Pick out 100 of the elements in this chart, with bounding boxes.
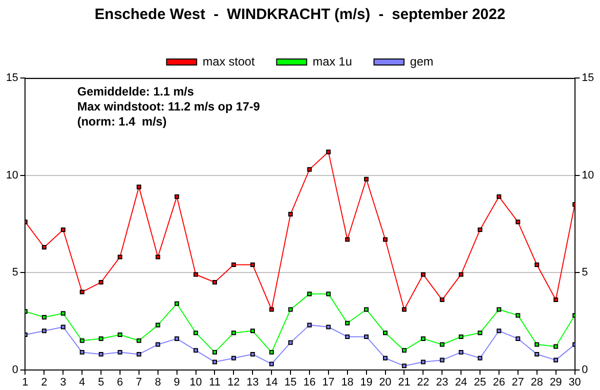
y2-tick-label: 5 [582,266,588,279]
x-tick-label: 20 [379,376,392,388]
x-tick-label: 5 [98,376,104,388]
point [269,362,274,366]
point [80,290,84,294]
annotation: Max windstoot: 11.2 m/s op 17-9 [77,99,260,114]
point [402,348,406,353]
point [440,298,444,302]
point [288,307,293,312]
point [402,307,406,312]
point [440,342,444,347]
point [478,356,482,360]
point [534,342,540,347]
point [440,358,444,362]
point [231,330,236,336]
y-tick-label: 5 [12,266,18,279]
x-tick-label: 4 [79,376,86,388]
point [326,324,331,330]
point [98,352,104,357]
y2-tick-label: 15 [582,72,594,84]
x-tick-label: 27 [512,376,524,388]
point [383,330,388,336]
x-tick-label: 16 [303,376,316,388]
point [364,176,369,182]
point [458,350,464,355]
point [98,336,104,341]
point [194,272,198,277]
x-tick-label: 3 [60,376,66,388]
point [345,237,350,242]
point [364,334,369,339]
point [231,262,236,268]
point [496,307,502,312]
x-tick-label: 9 [174,376,180,388]
y2-tick-label: 0 [582,364,588,376]
x-tick-label: 14 [265,376,278,388]
x-tick-label: 30 [568,376,581,388]
x-tick-label: 25 [474,376,486,388]
legend-label: max 1u [312,54,352,68]
point [288,212,293,216]
chart-title: Enschede West - WINDKRACHT (m/s) - september 2022 [94,6,506,24]
point [136,352,142,357]
point [42,244,46,250]
point [174,301,180,306]
point [496,328,502,334]
point [554,358,558,362]
point [250,262,255,268]
point [42,315,46,320]
x-tick-label: 6 [116,376,124,388]
point [478,330,482,336]
point [136,338,142,343]
point [345,334,350,339]
point [516,336,520,341]
point [534,352,540,357]
point [136,184,142,190]
point [194,330,198,336]
x-tick-label: 17 [322,376,335,388]
point [458,272,464,277]
point [326,292,331,296]
annotation: Gemiddelde: 1.1 m/s [77,84,194,98]
point [212,360,217,364]
point [42,328,46,334]
point [269,350,274,355]
x-tick-label: 13 [246,376,259,388]
point [250,352,255,357]
point [98,280,104,285]
point [420,272,426,277]
point [307,167,312,172]
y2-tick-label: 10 [582,169,594,182]
point [269,307,274,312]
point [345,320,350,326]
point [496,194,502,199]
x-tick-label: 28 [530,376,543,388]
point [156,254,160,260]
y-tick-label: 15 [6,72,18,84]
point [383,237,388,242]
x-tick-label: 8 [154,376,161,388]
x-tick-label: 29 [550,376,562,388]
point [118,254,122,260]
x-tick-label: 2 [41,376,48,388]
point [458,334,464,339]
x-tick-label: 19 [360,376,372,388]
point [60,311,66,316]
point [288,340,293,345]
point [60,324,66,330]
x-tick-label: 21 [398,376,410,388]
x-tick-label: 12 [228,376,240,388]
point [80,350,84,355]
point [80,338,84,343]
annotation: (norm: 1.4 m/s) [77,114,167,128]
point [231,356,236,360]
point [60,227,66,232]
point [326,150,331,154]
point [383,356,388,360]
point [402,364,406,368]
point [156,342,160,347]
point [118,350,122,355]
point [194,348,198,353]
legend-label: gem [410,54,434,68]
point [118,332,122,338]
y-tick-label: 0 [12,364,18,376]
